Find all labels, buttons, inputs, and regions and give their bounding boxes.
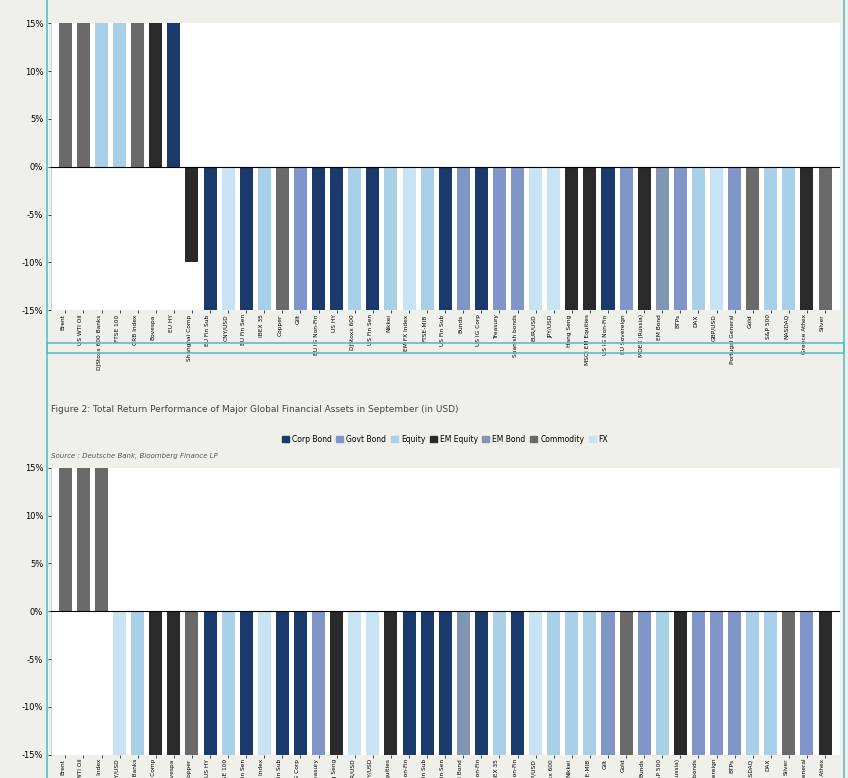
Bar bbox=[692, 166, 705, 778]
Bar bbox=[240, 612, 253, 778]
Bar bbox=[167, 0, 181, 166]
Bar bbox=[95, 0, 108, 612]
Bar bbox=[764, 612, 778, 778]
Bar bbox=[601, 166, 615, 778]
Bar bbox=[131, 612, 144, 778]
Bar bbox=[746, 612, 759, 778]
Bar bbox=[728, 612, 741, 778]
Bar bbox=[475, 166, 488, 778]
Bar bbox=[204, 612, 216, 778]
Text: Figure 2: Total Return Performance of Major Global Financial Assets in September: Figure 2: Total Return Performance of Ma… bbox=[51, 405, 459, 414]
Bar bbox=[59, 0, 72, 612]
Bar bbox=[276, 166, 289, 778]
Bar bbox=[240, 166, 253, 645]
Bar bbox=[221, 166, 235, 454]
Bar bbox=[95, 0, 108, 166]
Bar bbox=[131, 0, 144, 166]
Bar bbox=[403, 166, 416, 778]
Bar bbox=[77, 0, 90, 166]
Bar bbox=[547, 612, 561, 778]
Bar bbox=[366, 166, 379, 778]
Bar bbox=[783, 166, 795, 778]
Bar bbox=[457, 612, 470, 778]
Bar bbox=[421, 612, 433, 778]
Bar bbox=[801, 612, 813, 778]
Bar bbox=[529, 612, 542, 778]
Bar bbox=[638, 166, 650, 778]
Bar bbox=[294, 166, 307, 778]
Bar bbox=[674, 612, 687, 778]
Bar bbox=[186, 612, 198, 778]
Bar bbox=[384, 166, 398, 778]
Bar bbox=[276, 612, 289, 778]
Bar bbox=[818, 612, 832, 778]
Bar bbox=[312, 166, 325, 778]
Bar bbox=[566, 166, 578, 778]
Bar bbox=[692, 612, 705, 778]
Bar bbox=[438, 166, 452, 778]
Bar bbox=[258, 166, 271, 741]
Bar bbox=[366, 612, 379, 778]
Bar bbox=[818, 166, 832, 778]
Bar bbox=[638, 612, 650, 778]
Bar bbox=[566, 612, 578, 778]
Bar bbox=[204, 166, 216, 454]
Bar bbox=[349, 166, 361, 778]
Bar bbox=[656, 166, 669, 778]
Bar bbox=[710, 166, 723, 778]
Bar bbox=[59, 0, 72, 166]
Bar bbox=[511, 166, 524, 778]
Bar bbox=[77, 0, 90, 612]
Bar bbox=[620, 166, 633, 778]
Bar bbox=[801, 166, 813, 778]
Bar bbox=[583, 612, 596, 778]
Bar bbox=[149, 0, 162, 166]
Bar bbox=[529, 166, 542, 778]
Bar bbox=[674, 166, 687, 778]
Bar bbox=[583, 166, 596, 778]
Bar bbox=[384, 612, 398, 778]
Bar bbox=[294, 612, 307, 778]
Legend: Corp Bond, Govt Bond, Equity, EM Equity, EM Bond, Commodity, FX: Corp Bond, Govt Bond, Equity, EM Equity,… bbox=[279, 432, 611, 447]
Bar bbox=[149, 612, 162, 778]
Text: Source : Deutsche Bank, Bloomberg Finance LP: Source : Deutsche Bank, Bloomberg Financ… bbox=[51, 453, 218, 459]
Bar bbox=[438, 612, 452, 778]
Bar bbox=[258, 612, 271, 778]
Bar bbox=[728, 166, 741, 778]
Bar bbox=[312, 612, 325, 778]
Bar bbox=[656, 612, 669, 778]
Bar bbox=[457, 166, 470, 778]
Bar bbox=[764, 166, 778, 778]
Bar bbox=[620, 612, 633, 778]
Bar bbox=[221, 612, 235, 778]
Bar bbox=[349, 612, 361, 778]
Bar bbox=[783, 612, 795, 778]
Bar bbox=[601, 612, 615, 778]
Bar bbox=[330, 612, 343, 778]
Bar bbox=[511, 612, 524, 778]
Bar bbox=[421, 166, 433, 778]
Bar bbox=[113, 0, 126, 166]
Bar bbox=[746, 166, 759, 778]
Legend: Corp Bond, Govt Bond, Equity, EM Equity, EM Bond, Commodity, FX: Corp Bond, Govt Bond, Equity, EM Equity,… bbox=[279, 0, 611, 2]
Bar bbox=[493, 612, 506, 778]
Bar bbox=[167, 612, 181, 778]
Bar bbox=[186, 166, 198, 262]
Bar bbox=[113, 612, 126, 778]
Bar bbox=[547, 166, 561, 778]
Bar bbox=[710, 612, 723, 778]
Bar bbox=[403, 612, 416, 778]
Bar bbox=[475, 612, 488, 778]
Bar bbox=[330, 166, 343, 778]
Bar bbox=[493, 166, 506, 778]
